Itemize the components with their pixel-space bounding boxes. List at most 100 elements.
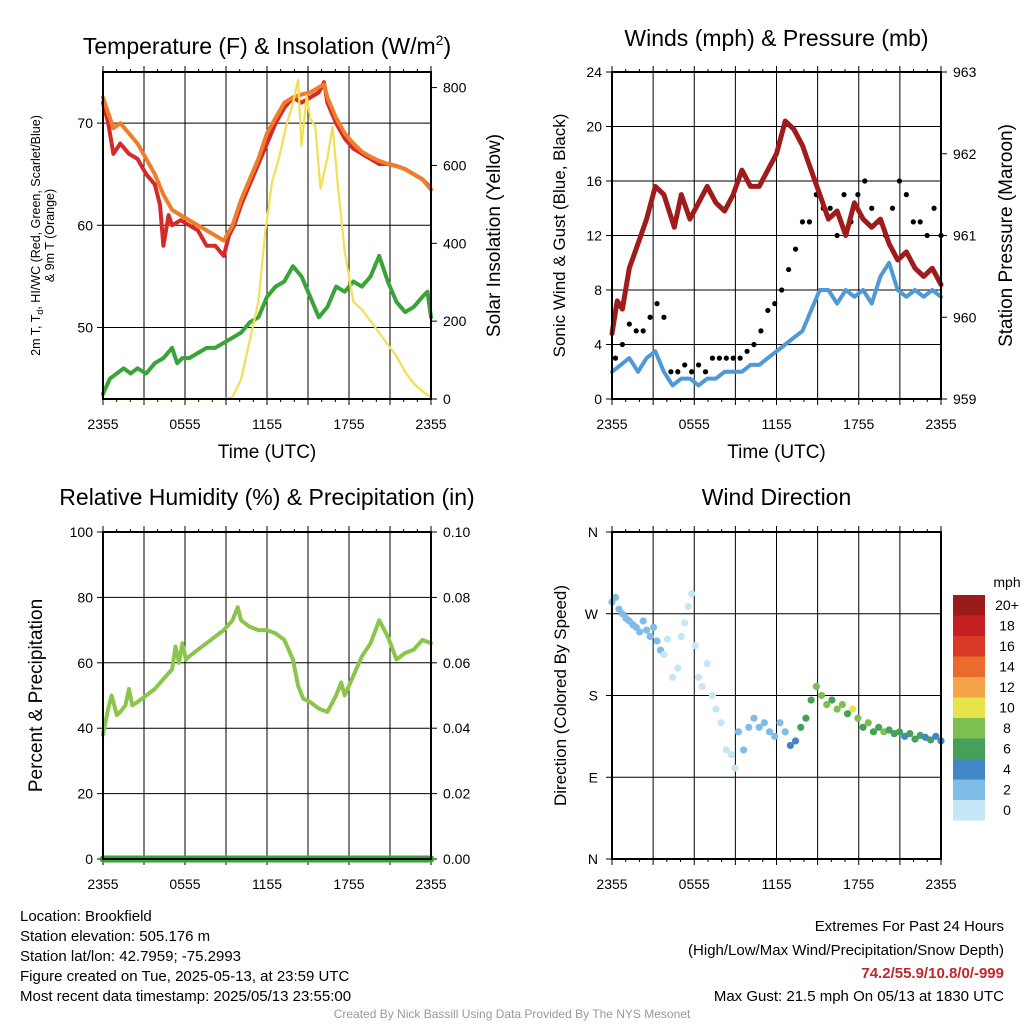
- direction-point: [717, 719, 725, 727]
- direction-point: [760, 719, 768, 727]
- direction-point: [677, 632, 685, 641]
- x-tick-label: 2355: [415, 876, 446, 892]
- colorbar-swatch: [953, 738, 985, 759]
- gust-point: [612, 355, 619, 361]
- direction-point: [694, 673, 703, 681]
- y-tick-label: 70: [77, 115, 93, 131]
- gust-point: [834, 232, 840, 239]
- y-axis-label-right: Station Pressure (Maroon): [996, 124, 1017, 347]
- direction-point: [807, 696, 815, 704]
- y-tick-label-right: 959: [953, 391, 977, 407]
- y-tick-label-right: 0: [443, 391, 451, 407]
- direction-point: [653, 637, 661, 645]
- gust-point: [647, 314, 653, 320]
- series-line-td: [101, 253, 433, 396]
- direction-point: [731, 764, 739, 772]
- y-tick-label: 8: [594, 282, 602, 298]
- direction-point: [854, 714, 862, 722]
- direction-point: [859, 723, 867, 731]
- y-tick-label-right: 0.02: [443, 786, 470, 802]
- y-tick-label: W: [585, 606, 599, 622]
- direction-point: [885, 726, 893, 734]
- direction-point: [691, 641, 699, 650]
- credit-text: Created By Nick Bassill Using Data Provi…: [333, 1007, 691, 1021]
- gust-point: [931, 205, 937, 211]
- x-tick-label: 1155: [761, 416, 791, 432]
- gust-point: [619, 341, 625, 348]
- extremes-subtitle: (High/Low/Max Wind/Precipitation/Snow De…: [688, 942, 1004, 959]
- colorbar-label: 16: [999, 638, 1015, 654]
- direction-point: [712, 705, 720, 713]
- y-tick-label: 24: [586, 64, 602, 80]
- y-tick-label-right: 800: [443, 80, 467, 96]
- gust-point: [896, 178, 903, 184]
- direction-point: [727, 750, 736, 759]
- y-tick-label-right: 600: [443, 157, 467, 173]
- y-tick-label-right: 0.00: [443, 851, 470, 867]
- title-superscript: 2: [436, 32, 444, 48]
- y-tick-label-right: 0.10: [443, 524, 470, 540]
- y-tick-label: 20: [586, 119, 602, 135]
- max-gust-text: Max Gust: 21.5 mph On 05/13 at 1830 UTC: [713, 988, 1004, 1005]
- direction-point: [911, 735, 919, 743]
- direction-point: [636, 628, 644, 636]
- location-text: Location: Brookfield: [20, 908, 152, 925]
- direction-point: [703, 660, 711, 668]
- x-tick-label: 0555: [679, 416, 710, 432]
- y-tick-label-right: 0.04: [443, 720, 470, 736]
- colorbar-swatch: [953, 718, 985, 739]
- y-tick-label: 0: [594, 391, 602, 407]
- direction-point: [698, 682, 706, 691]
- y-tick-label-right: 400: [443, 235, 467, 251]
- gust-point: [695, 362, 702, 368]
- direction-point: [681, 619, 689, 627]
- x-tick-label: 2355: [925, 416, 956, 432]
- x-tick-label: 1755: [843, 416, 874, 432]
- colorbar-swatch: [953, 595, 985, 616]
- gust-point: [730, 355, 736, 361]
- gust-point: [903, 192, 909, 198]
- gust-point: [723, 355, 729, 361]
- y-tick-label-right: 962: [953, 146, 977, 162]
- direction-point: [843, 710, 852, 718]
- direction-point: [639, 617, 647, 625]
- y-axis-label-left: Direction (Colored By Speed): [551, 585, 570, 806]
- y-tick-label: 50: [77, 319, 93, 335]
- direction-point: [734, 728, 743, 736]
- y-tick-label-right: 0.06: [443, 655, 470, 671]
- x-tick-label: 2355: [596, 416, 627, 432]
- y-tick-label: 4: [594, 337, 602, 353]
- gust-point: [827, 205, 833, 211]
- direction-point: [755, 723, 763, 731]
- gust-point: [855, 192, 861, 198]
- direction-point: [750, 714, 758, 722]
- colorbar-swatch: [953, 759, 985, 780]
- chart-title: Temperature (F) & Insolation (W/m2): [83, 32, 451, 59]
- y-tick-label-right: 200: [443, 313, 467, 329]
- x-tick-label: 2355: [596, 876, 627, 892]
- gust-point: [917, 219, 923, 225]
- recent-data-text: Most recent data timestamp: 2025/05/13 2…: [20, 988, 352, 1005]
- x-tick-label: 1155: [252, 876, 282, 892]
- x-tick-label: 1155: [761, 876, 791, 892]
- direction-point: [786, 741, 794, 750]
- colorbar-label: 10: [999, 700, 1015, 716]
- series-line-sonic-wind: [610, 260, 943, 388]
- colorbar-title: mph: [993, 574, 1020, 590]
- direction-point: [875, 723, 883, 731]
- colorbar-label: 18: [999, 618, 1015, 634]
- x-tick-label: 1155: [252, 416, 282, 432]
- direction-point: [812, 682, 820, 691]
- direction-point: [833, 705, 841, 713]
- gust-point: [799, 219, 806, 225]
- wind-direction-chart: Wind Direction 2355 0555 1155 1755 2355 N E S W N D…: [551, 484, 1021, 892]
- y-axis-label-left: Sonic Wind & Gust (Blue, Black): [550, 114, 569, 358]
- humidity-chart: Relative Humidity (%) & Precipitation (i…: [26, 484, 475, 892]
- x-tick-label: 2355: [925, 876, 956, 892]
- y-tick-label-right: 0.08: [443, 589, 470, 605]
- extremes-values: 74.2/55.9/10.8/0/-999: [861, 965, 1004, 982]
- colorbar-swatch: [953, 697, 985, 718]
- colorbar-label: 12: [999, 679, 1015, 695]
- direction-point: [791, 737, 800, 745]
- direction-point: [669, 673, 677, 681]
